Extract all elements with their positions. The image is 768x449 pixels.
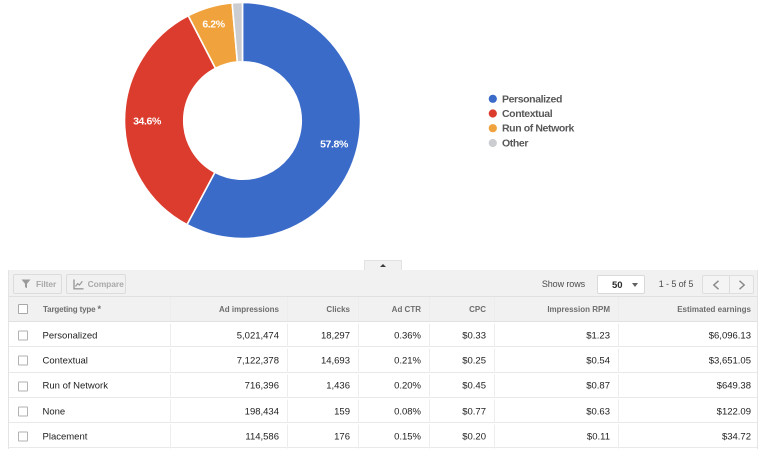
svg-text:Contextual: Contextual [502, 108, 553, 120]
svg-text:Personalized: Personalized [502, 93, 562, 105]
svg-text:Other: Other [502, 138, 528, 150]
svg-text:34.6%: 34.6% [133, 116, 162, 128]
svg-text:Run of Network: Run of Network [502, 123, 575, 135]
svg-text:57.8%: 57.8% [320, 139, 349, 151]
svg-text:6.2%: 6.2% [202, 19, 225, 31]
